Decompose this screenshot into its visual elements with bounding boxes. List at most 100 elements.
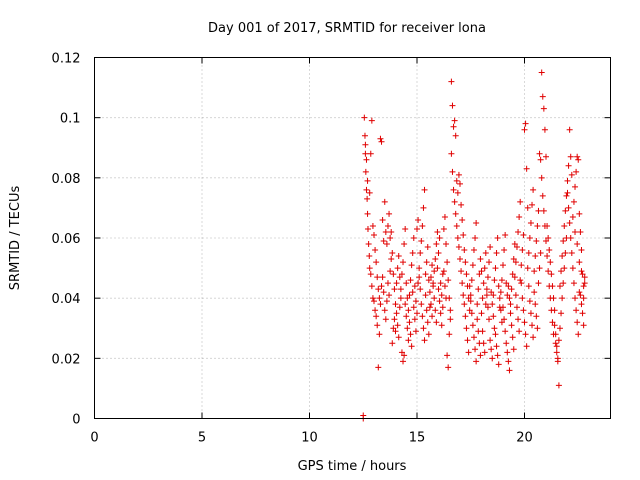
data-point	[535, 207, 542, 214]
data-point	[366, 189, 373, 196]
data-point	[459, 280, 466, 287]
data-point	[467, 298, 474, 305]
data-point	[516, 213, 523, 220]
data-point	[569, 265, 576, 272]
data-point	[498, 319, 505, 326]
y-tick-label: 0.06	[52, 232, 81, 247]
data-point	[536, 150, 543, 157]
data-point	[474, 301, 481, 308]
data-point	[449, 102, 456, 109]
y-axis-ticks: 0 0.02 0.04 0.06 0.08 0.1 0.12	[52, 52, 611, 428]
data-point	[572, 183, 579, 190]
data-point	[414, 225, 420, 232]
data-point	[462, 259, 469, 266]
data-point	[470, 247, 477, 254]
data-point	[527, 219, 534, 226]
data-point	[508, 286, 515, 293]
data-point	[501, 247, 508, 254]
data-point	[510, 256, 517, 263]
data-point	[491, 277, 498, 284]
data-point	[461, 301, 468, 308]
y-tick-label: 0.1	[60, 112, 81, 127]
x-tick-label: 5	[198, 431, 206, 446]
data-point	[489, 301, 496, 308]
data-point	[540, 207, 547, 214]
data-point	[473, 219, 480, 226]
data-point	[470, 334, 477, 341]
data-point	[466, 283, 473, 290]
data-point	[436, 235, 443, 241]
data-point	[445, 364, 452, 371]
data-point	[434, 265, 441, 272]
data-point	[545, 268, 552, 275]
data-point	[452, 132, 459, 139]
data-point	[444, 352, 451, 359]
data-point	[529, 201, 536, 208]
data-point	[540, 105, 547, 112]
data-point	[435, 250, 442, 257]
data-point	[453, 177, 460, 184]
data-point	[519, 295, 526, 302]
data-point	[552, 331, 559, 338]
data-point	[488, 289, 495, 296]
data-point	[516, 328, 523, 335]
data-point	[525, 283, 532, 290]
data-point	[578, 301, 585, 308]
data-point	[446, 331, 453, 338]
data-point	[386, 210, 393, 217]
data-point	[480, 280, 487, 287]
data-point	[567, 235, 574, 241]
data-point	[389, 340, 396, 347]
data-point	[502, 328, 509, 335]
data-point	[395, 334, 402, 341]
data-point	[378, 138, 385, 145]
data-point	[489, 355, 496, 362]
data-point	[467, 292, 474, 299]
data-point	[484, 304, 491, 311]
data-point	[362, 150, 369, 157]
data-point	[423, 259, 430, 266]
data-point	[507, 310, 514, 317]
data-point	[460, 231, 467, 238]
data-point	[496, 295, 503, 302]
data-point	[380, 238, 387, 245]
data-point	[394, 265, 401, 272]
data-point	[527, 310, 534, 317]
data-point	[482, 301, 489, 308]
data-point	[445, 277, 452, 284]
data-point	[453, 222, 460, 229]
data-point	[360, 412, 367, 419]
data-point	[480, 340, 487, 347]
data-point	[469, 322, 476, 329]
data-point	[416, 265, 423, 272]
data-point	[574, 153, 581, 160]
data-point	[491, 325, 498, 332]
data-points	[360, 69, 588, 422]
data-point	[576, 259, 583, 266]
data-point	[411, 283, 418, 290]
data-point	[517, 277, 524, 284]
data-point	[568, 250, 575, 257]
data-point	[473, 358, 480, 365]
data-point	[429, 313, 436, 320]
data-point	[388, 228, 395, 235]
data-point	[373, 259, 380, 266]
data-point	[431, 295, 438, 302]
data-point	[364, 195, 371, 202]
data-point	[368, 117, 375, 124]
data-point	[377, 301, 384, 308]
data-point	[504, 292, 511, 299]
data-point	[369, 295, 376, 302]
data-point	[533, 238, 540, 245]
data-point	[550, 295, 557, 302]
data-point	[384, 280, 391, 287]
data-point	[405, 337, 412, 344]
data-point	[448, 150, 455, 157]
data-point	[426, 289, 433, 296]
data-point	[536, 265, 543, 272]
data-point	[450, 186, 457, 193]
data-point	[365, 241, 372, 248]
data-point	[490, 292, 497, 299]
data-point	[461, 247, 468, 254]
data-point	[483, 292, 490, 299]
